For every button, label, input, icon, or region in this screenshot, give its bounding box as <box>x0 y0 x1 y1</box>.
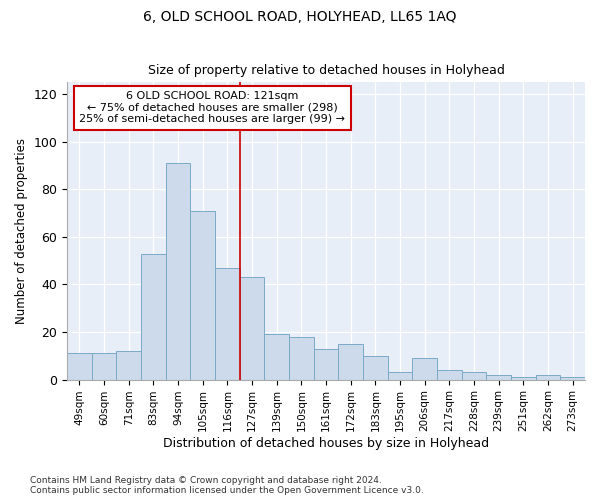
Y-axis label: Number of detached properties: Number of detached properties <box>15 138 28 324</box>
Bar <box>190 211 215 380</box>
Bar <box>388 372 412 380</box>
Title: Size of property relative to detached houses in Holyhead: Size of property relative to detached ho… <box>148 64 505 77</box>
Bar <box>560 377 585 380</box>
Bar <box>412 358 437 380</box>
Bar <box>67 354 92 380</box>
Text: 6, OLD SCHOOL ROAD, HOLYHEAD, LL65 1AQ: 6, OLD SCHOOL ROAD, HOLYHEAD, LL65 1AQ <box>143 10 457 24</box>
Bar <box>338 344 363 380</box>
X-axis label: Distribution of detached houses by size in Holyhead: Distribution of detached houses by size … <box>163 437 489 450</box>
Bar <box>141 254 166 380</box>
Bar <box>215 268 240 380</box>
Bar <box>536 375 560 380</box>
Bar <box>487 375 511 380</box>
Bar <box>363 356 388 380</box>
Bar <box>314 348 338 380</box>
Bar <box>116 351 141 380</box>
Bar <box>289 337 314 380</box>
Bar <box>265 334 289 380</box>
Text: Contains HM Land Registry data © Crown copyright and database right 2024.
Contai: Contains HM Land Registry data © Crown c… <box>30 476 424 495</box>
Bar <box>240 278 265 380</box>
Bar <box>462 372 487 380</box>
Text: 6 OLD SCHOOL ROAD: 121sqm
← 75% of detached houses are smaller (298)
25% of semi: 6 OLD SCHOOL ROAD: 121sqm ← 75% of detac… <box>79 92 345 124</box>
Bar <box>166 163 190 380</box>
Bar <box>92 354 116 380</box>
Bar <box>511 377 536 380</box>
Bar <box>437 370 462 380</box>
